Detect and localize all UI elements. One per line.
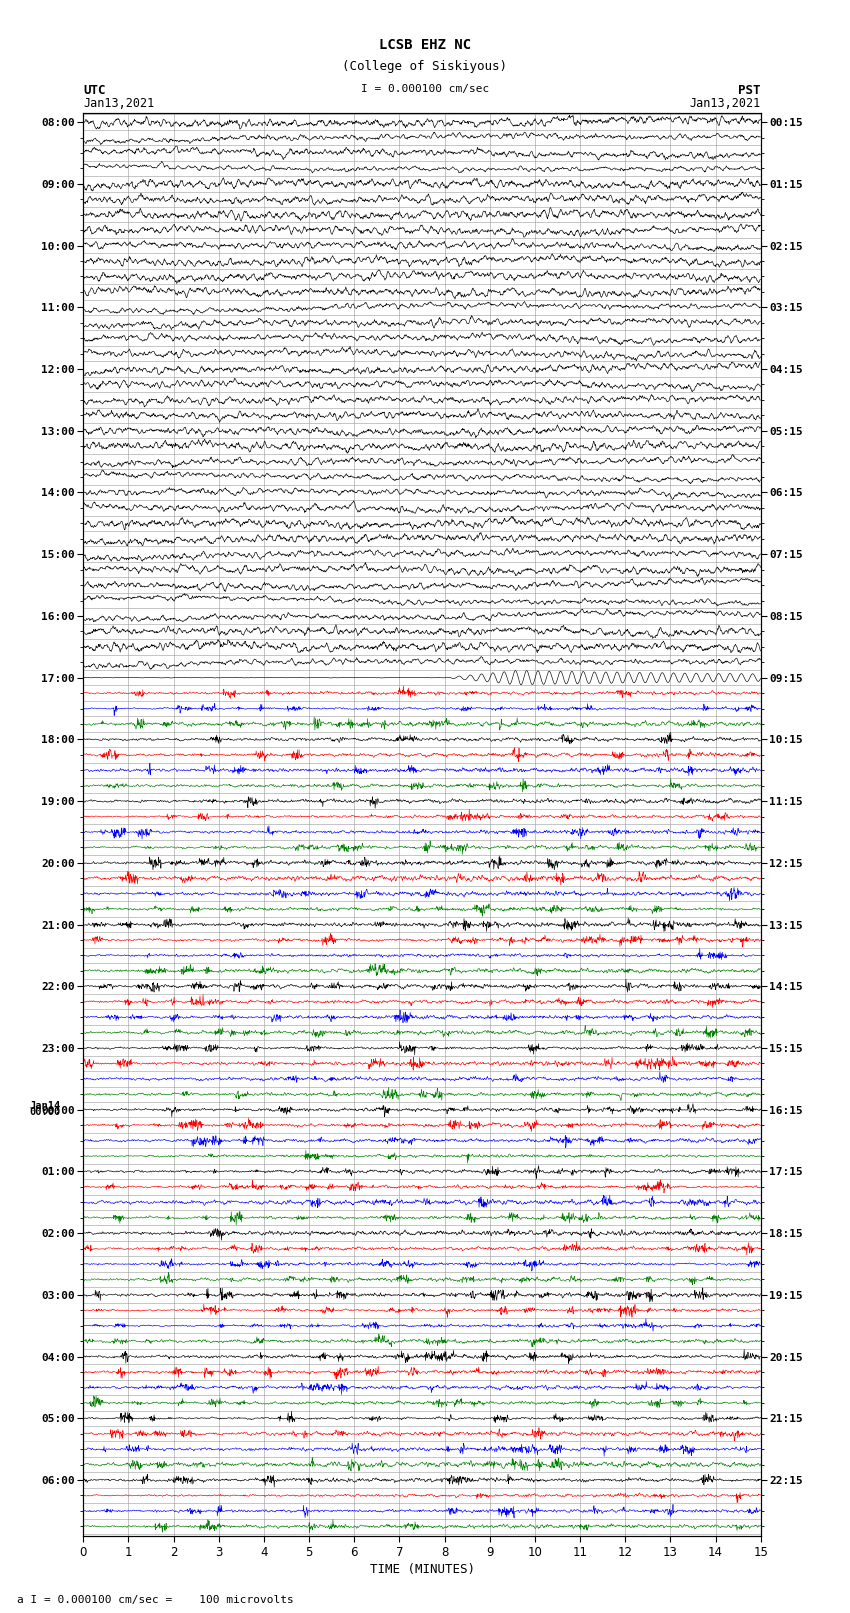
Text: Jan13,2021: Jan13,2021	[83, 97, 155, 110]
Text: a I = 0.000100 cm/sec =    100 microvolts: a I = 0.000100 cm/sec = 100 microvolts	[17, 1595, 294, 1605]
Text: UTC: UTC	[83, 84, 105, 97]
Text: Jan14: Jan14	[30, 1100, 60, 1111]
Text: Jan13,2021: Jan13,2021	[689, 97, 761, 110]
Text: LCSB EHZ NC: LCSB EHZ NC	[379, 37, 471, 52]
Text: 00:00: 00:00	[30, 1107, 60, 1118]
Text: I = 0.000100 cm/sec: I = 0.000100 cm/sec	[361, 84, 489, 94]
Text: PST: PST	[739, 84, 761, 97]
Text: (College of Siskiyous): (College of Siskiyous)	[343, 60, 507, 73]
X-axis label: TIME (MINUTES): TIME (MINUTES)	[370, 1563, 474, 1576]
